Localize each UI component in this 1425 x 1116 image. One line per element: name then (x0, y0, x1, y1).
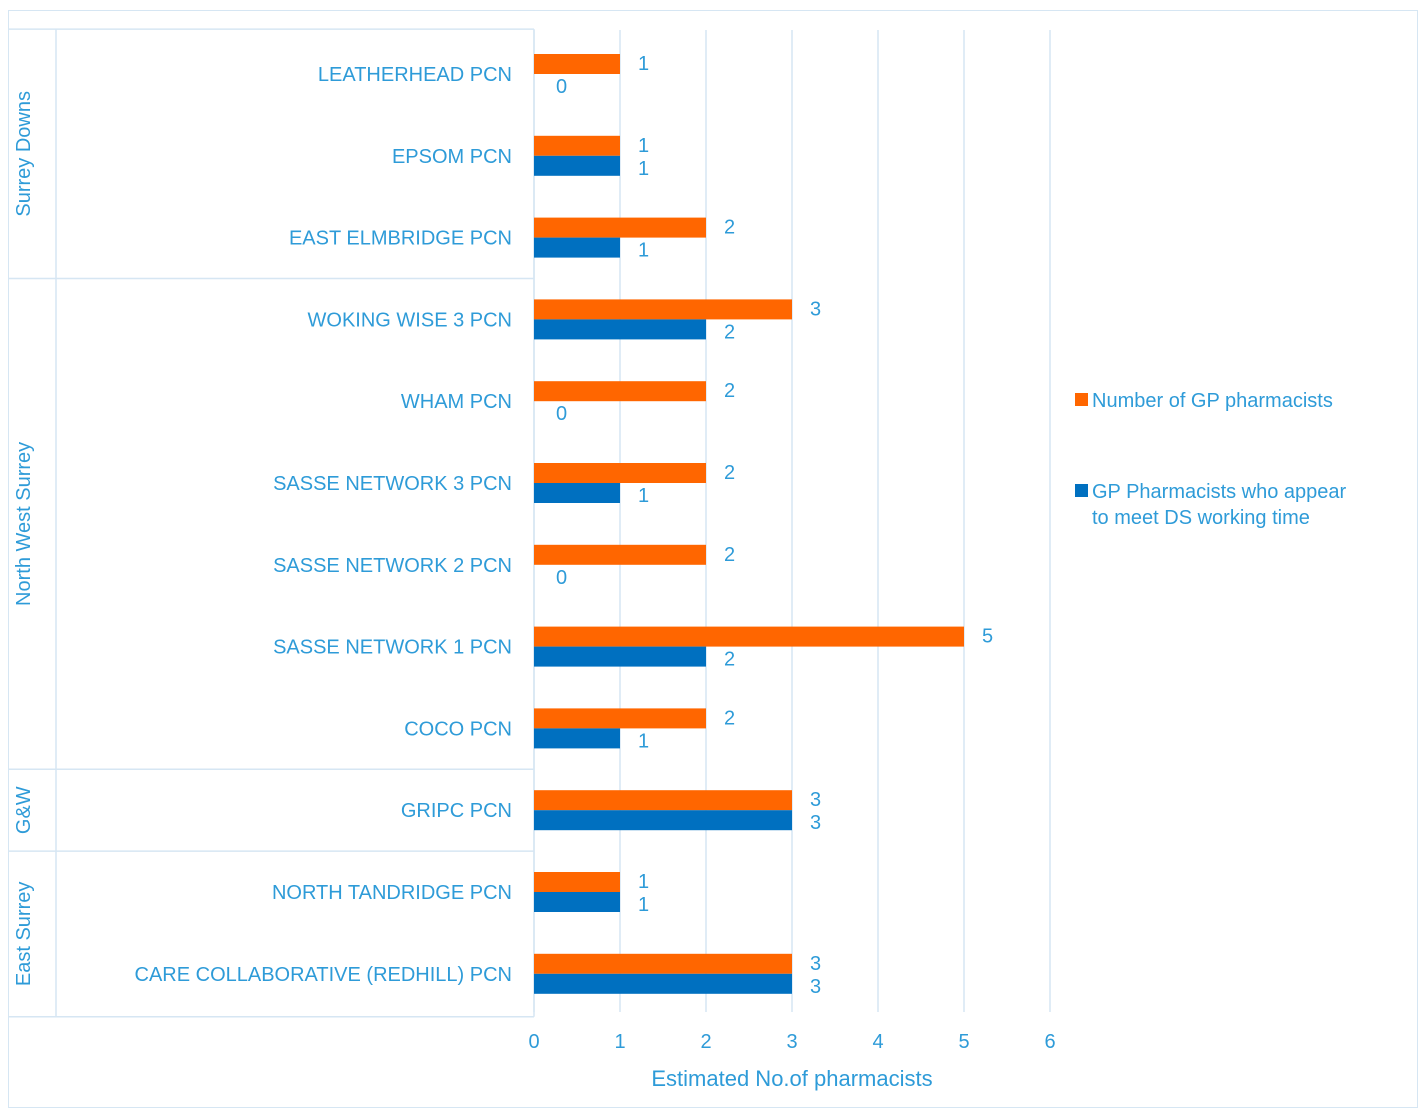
category-label: GRIPC PCN (401, 800, 512, 822)
group-label: G&W (13, 786, 35, 834)
bar-ds-working-time (534, 155, 620, 176)
bar-gp-pharmacists (534, 463, 706, 483)
data-label: 3 (810, 298, 821, 320)
x-tick-label: 2 (700, 1031, 711, 1053)
bar-ds-working-time (534, 646, 706, 667)
data-label: 3 (810, 976, 821, 998)
group-label: North West Surrey (13, 442, 35, 606)
legend-label-line: GP Pharmacists who appear (1092, 481, 1347, 503)
data-label: 5 (982, 626, 993, 648)
x-tick-label: 0 (528, 1031, 539, 1053)
data-label: 0 (556, 567, 567, 589)
category-label: EPSOM PCN (392, 146, 512, 168)
bar-ds-working-time (534, 319, 706, 340)
bar-ds-working-time (534, 237, 620, 258)
bar-gp-pharmacists (534, 381, 706, 402)
bar-gp-pharmacists (534, 790, 792, 811)
data-label: 1 (638, 158, 649, 180)
category-label: COCO PCN (404, 718, 512, 740)
category-label: WOKING WISE 3 PCN (308, 309, 512, 331)
bar-gp-pharmacists (534, 953, 792, 974)
data-label: 1 (638, 240, 649, 262)
data-label: 1 (638, 485, 649, 507)
bar-gp-pharmacists (534, 872, 620, 892)
bar-gp-pharmacists (534, 544, 706, 565)
data-label: 1 (638, 894, 649, 916)
legend-label: Number of GP pharmacists (1092, 390, 1333, 412)
group-label: Surrey Downs (13, 91, 35, 217)
data-label: 0 (556, 403, 567, 425)
x-tick-label: 3 (786, 1031, 797, 1053)
chart-frame (8, 10, 1418, 1108)
data-label: 0 (556, 76, 567, 98)
data-label: 1 (638, 871, 649, 893)
bar-layer (534, 54, 964, 994)
data-label: 1 (638, 135, 649, 157)
category-label: SASSE NETWORK 1 PCN (273, 637, 512, 659)
legend-label-line: to meet DS working time (1092, 507, 1310, 529)
grid-layer (533, 30, 1051, 1012)
category-label: SASSE NETWORK 2 PCN (273, 555, 512, 577)
x-axis-title: Estimated No.of pharmacists (651, 1066, 932, 1091)
group-layer: Surrey Downs North West Surrey G&W East Sur… (8, 28, 535, 1018)
bar-gp-pharmacists (534, 626, 964, 647)
legend-swatch (1075, 484, 1088, 497)
data-label: 2 (724, 321, 735, 343)
bar-ds-working-time (534, 728, 620, 749)
data-label: 2 (724, 217, 735, 239)
label-layer: LEATHERHEAD PCN EPSOM PCN EAST ELMBRIDGE P… (135, 53, 994, 998)
bar-gp-pharmacists (534, 54, 620, 74)
x-tick-label: 5 (958, 1031, 969, 1053)
bar-ds-working-time (534, 892, 620, 912)
data-label: 2 (724, 380, 735, 402)
category-label: CARE COLLABORATIVE (REDHILL) PCN (135, 964, 513, 986)
data-label: 3 (810, 789, 821, 811)
data-label: 3 (810, 812, 821, 834)
category-label: EAST ELMBRIDGE PCN (289, 228, 512, 250)
x-tick-label: 1 (614, 1031, 625, 1053)
group-label: East Surrey (13, 882, 35, 986)
legend-label-line: Number of GP pharmacists (1092, 390, 1333, 412)
x-tick-label: 6 (1044, 1031, 1055, 1053)
category-label: LEATHERHEAD PCN (318, 64, 512, 86)
data-label: 2 (724, 544, 735, 566)
bar-gp-pharmacists (534, 299, 792, 320)
data-label: 2 (724, 649, 735, 671)
bar-gp-pharmacists (534, 135, 620, 156)
legend-layer: Number of GP pharmacists GP Pharmacists w… (1075, 390, 1347, 529)
legend-swatch (1075, 393, 1088, 406)
x-tick-label: 4 (872, 1031, 883, 1053)
legend-label: GP Pharmacists who appear to meet DS work… (1092, 481, 1347, 529)
data-label: 1 (638, 53, 649, 75)
bar-gp-pharmacists (534, 708, 706, 729)
category-label: NORTH TANDRIDGE PCN (272, 882, 512, 904)
data-label: 2 (724, 707, 735, 729)
data-label: 1 (638, 730, 649, 752)
bar-ds-working-time (534, 483, 620, 503)
data-label: 2 (724, 462, 735, 484)
category-label: WHAM PCN (401, 391, 512, 413)
axis-layer: Estimated No.of pharmacists 0 1 2 3 4 5 6 (528, 1031, 1055, 1091)
category-label: SASSE NETWORK 3 PCN (273, 473, 512, 495)
bar-ds-working-time (534, 973, 792, 994)
data-label: 3 (810, 953, 821, 975)
bar-gp-pharmacists (534, 217, 706, 238)
bar-ds-working-time (534, 810, 792, 831)
